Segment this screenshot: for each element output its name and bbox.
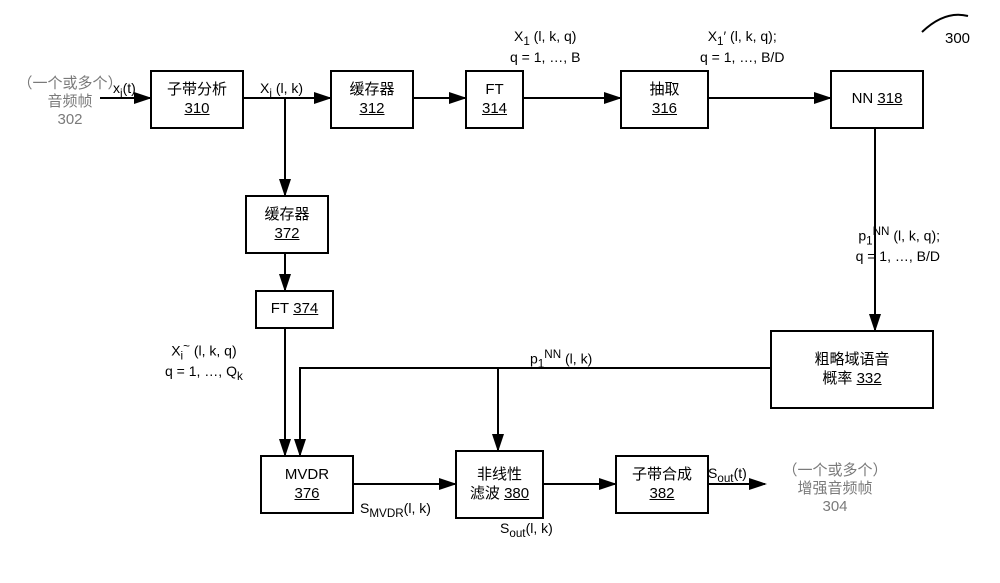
- block-ft-2: FT 374: [255, 290, 334, 329]
- n310-label: 子带分析: [167, 81, 227, 100]
- edge-label-Sout-t: Sout(t): [708, 465, 747, 486]
- n382-id: 382: [649, 485, 674, 504]
- n314-label: FT: [485, 81, 503, 100]
- figure-id: 300: [945, 30, 970, 48]
- edge-label-Sout-lk: Sout(l, k): [500, 520, 553, 541]
- block-nn: NN 318: [830, 70, 924, 129]
- block-buffer-1: 缓存器 312: [330, 70, 414, 129]
- n372-id: 372: [274, 225, 299, 244]
- n312-id: 312: [359, 100, 384, 119]
- n318-label: NN 318: [852, 90, 903, 109]
- n380-label1: 非线性: [477, 466, 522, 485]
- n376-label: MVDR: [285, 466, 329, 485]
- edge-label-p1nn-lk: p1NN (l, k): [530, 348, 592, 371]
- n314-id: 314: [482, 100, 507, 119]
- n316-label: 抽取: [649, 81, 679, 100]
- edge-label-X1-lkq: X1 (l, k, q)q = 1, …, B: [510, 28, 580, 66]
- n332-label1: 粗略域语音: [814, 351, 889, 370]
- n312-label: 缓存器: [349, 81, 394, 100]
- edge-label-Xi-tilde: Xi~ (l, k, q)q = 1, …, Qk: [165, 340, 243, 384]
- n382-label: 子带合成: [632, 466, 692, 485]
- edge-label-Xi-lk: Xi (l, k): [260, 80, 303, 101]
- block-subband-synth: 子带合成 382: [615, 455, 709, 514]
- edge-label-X1p-lkq: X1′ (l, k, q);q = 1, …, B/D: [700, 28, 784, 66]
- block-ft-1: FT 314: [465, 70, 524, 129]
- block-subband-analysis: 子带分析 310: [150, 70, 244, 129]
- block-nonlinear-filter: 非线性 滤波 380: [455, 450, 544, 519]
- n376-id: 376: [294, 485, 319, 504]
- n316-id: 316: [652, 100, 677, 119]
- edge-label-p1nn-lkq: p1NN (l, k, q);q = 1, …, B/D: [810, 225, 940, 265]
- block-mvdr: MVDR 376: [260, 455, 354, 514]
- block-buffer-2: 缓存器 372: [245, 195, 329, 254]
- edge-label-Smvdr: SMVDR(l, k): [360, 500, 431, 521]
- n380-label2: 滤波 380: [470, 485, 529, 504]
- block-coarse-speech-prob: 粗略域语音 概率 332: [770, 330, 934, 409]
- n310-id: 310: [184, 100, 209, 119]
- block-decimate: 抽取 316: [620, 70, 709, 129]
- edge-label-xi-t: xi(t): [113, 80, 136, 101]
- n372-label: 缓存器: [264, 206, 309, 225]
- n374-label: FT 374: [271, 300, 319, 319]
- output-audio-frames-label: （一个或多个）增强音频帧304: [765, 462, 905, 502]
- n332-label2: 概率 332: [822, 370, 881, 389]
- input-audio-frames-label: （一个或多个）音频帧302: [10, 75, 130, 115]
